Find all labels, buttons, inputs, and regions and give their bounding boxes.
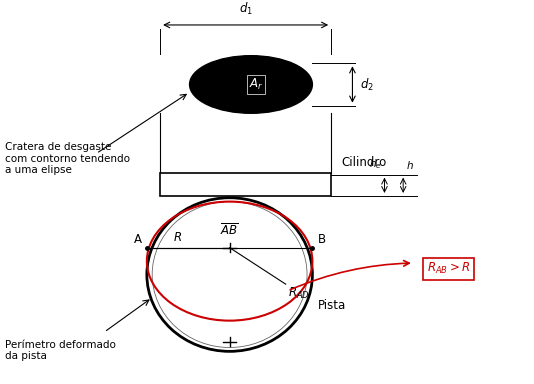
- Text: B: B: [318, 233, 326, 246]
- Text: Perímetro deformado
da pista: Perímetro deformado da pista: [5, 340, 116, 361]
- Text: $h_e$: $h_e$: [369, 157, 382, 171]
- Text: $d_2$: $d_2$: [360, 76, 374, 93]
- Text: $\overline{AB}$: $\overline{AB}$: [220, 222, 239, 238]
- Text: $R_{AB} > R$: $R_{AB} > R$: [427, 261, 470, 276]
- Text: $d_1$: $d_1$: [239, 1, 253, 17]
- Ellipse shape: [190, 56, 312, 113]
- Ellipse shape: [147, 198, 312, 351]
- Text: Cilindro: Cilindro: [342, 156, 387, 169]
- Text: A: A: [134, 233, 142, 246]
- Text: Pista: Pista: [318, 299, 346, 312]
- Text: Cratera de desgaste
com contorno tendendo
a uma elipse: Cratera de desgaste com contorno tendend…: [5, 142, 130, 175]
- Text: $h$: $h$: [406, 159, 414, 171]
- Bar: [160, 173, 331, 196]
- Text: $R$: $R$: [173, 231, 182, 244]
- Text: $A_r$: $A_r$: [249, 77, 264, 92]
- Text: $R_{AD}$: $R_{AD}$: [288, 286, 310, 301]
